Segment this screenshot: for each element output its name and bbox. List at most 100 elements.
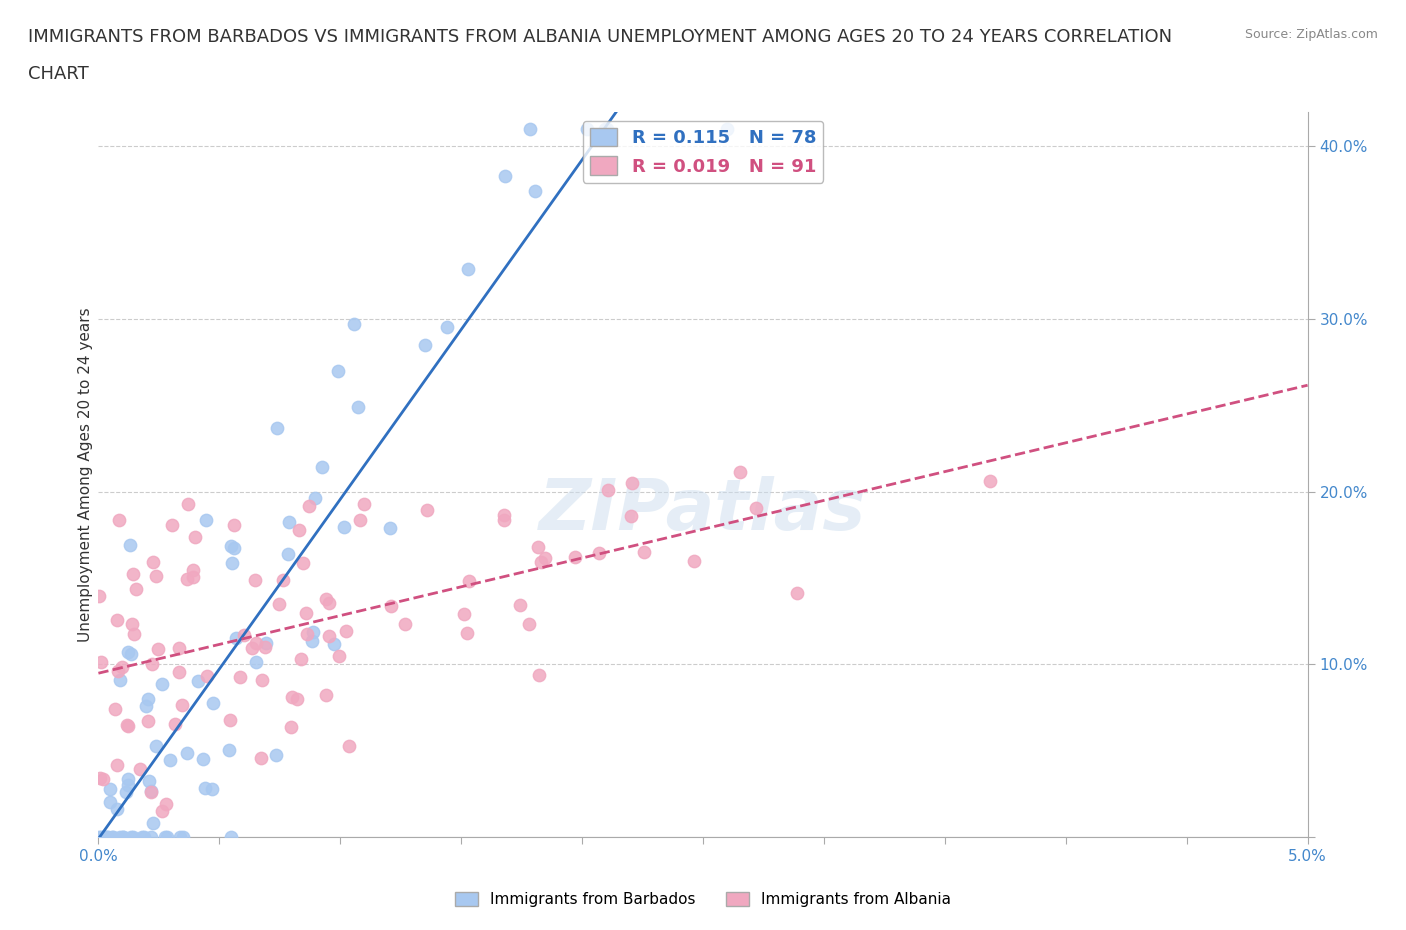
Text: IMMIGRANTS FROM BARBADOS VS IMMIGRANTS FROM ALBANIA UNEMPLOYMENT AMONG AGES 20 T: IMMIGRANTS FROM BARBADOS VS IMMIGRANTS F… [28, 28, 1173, 46]
Point [122, 830, 145, 844]
Point [145, 738, 167, 753]
Point [110, 830, 132, 844]
Point [120, 830, 142, 844]
Point [311, 459, 333, 474]
Point [110, 672, 132, 687]
Point [194, 781, 217, 796]
Point [457, 261, 479, 276]
Legend: Immigrants from Barbados, Immigrants from Albania: Immigrants from Barbados, Immigrants fro… [449, 885, 957, 913]
Point [288, 523, 311, 538]
Point [138, 773, 160, 788]
Point [564, 550, 586, 565]
Point [416, 502, 439, 517]
Point [337, 739, 360, 754]
Point [250, 672, 273, 687]
Point [302, 624, 325, 639]
Point [745, 500, 768, 515]
Point [159, 752, 181, 767]
Point [104, 702, 127, 717]
Point [318, 629, 340, 644]
Point [121, 617, 143, 631]
Point [271, 572, 294, 587]
Point [181, 569, 204, 584]
Point [494, 168, 516, 183]
Point [294, 605, 316, 620]
Point [121, 566, 143, 581]
Point [620, 509, 643, 524]
Point [117, 644, 139, 659]
Point [89, 771, 111, 786]
Point [346, 400, 368, 415]
Point [112, 830, 135, 844]
Point [114, 784, 136, 799]
Point [105, 802, 128, 817]
Point [152, 676, 174, 691]
Point [315, 688, 337, 703]
Point [598, 483, 620, 498]
Point [436, 320, 458, 335]
Point [105, 758, 128, 773]
Point [187, 673, 209, 688]
Point [716, 122, 738, 137]
Point [456, 626, 478, 641]
Point [240, 641, 263, 656]
Point [172, 830, 194, 844]
Point [453, 606, 475, 621]
Point [107, 664, 129, 679]
Point [285, 691, 308, 706]
Point [141, 554, 163, 569]
Point [117, 777, 139, 792]
Point [176, 572, 198, 587]
Point [380, 521, 402, 536]
Point [136, 713, 159, 728]
Point [138, 692, 160, 707]
Point [145, 568, 167, 583]
Point [291, 555, 314, 570]
Point [103, 830, 125, 844]
Point [254, 635, 277, 650]
Point [233, 628, 256, 643]
Point [101, 830, 124, 844]
Point [93, 830, 115, 844]
Point [267, 596, 290, 611]
Point [125, 582, 148, 597]
Point [332, 520, 354, 535]
Point [517, 617, 540, 631]
Point [170, 698, 193, 712]
Point [91, 772, 114, 787]
Point [155, 830, 177, 844]
Point [245, 636, 267, 651]
Point [218, 743, 240, 758]
Point [181, 563, 204, 578]
Point [134, 830, 156, 844]
Legend: R = 0.115   N = 78, R = 0.019   N = 91: R = 0.115 N = 78, R = 0.019 N = 91 [582, 121, 824, 183]
Point [633, 544, 655, 559]
Point [160, 518, 183, 533]
Point [129, 762, 152, 777]
Point [224, 540, 246, 555]
Point [225, 631, 247, 645]
Point [202, 696, 225, 711]
Point [527, 539, 550, 554]
Point [155, 796, 177, 811]
Point [193, 752, 215, 767]
Point [221, 555, 243, 570]
Point [315, 591, 337, 606]
Point [184, 530, 207, 545]
Point [621, 476, 644, 491]
Point [167, 664, 190, 679]
Point [135, 698, 157, 713]
Point [494, 513, 516, 528]
Point [201, 781, 224, 796]
Point [328, 364, 350, 379]
Point [530, 554, 553, 569]
Point [163, 716, 186, 731]
Point [322, 637, 344, 652]
Point [96, 830, 118, 844]
Point [219, 830, 242, 844]
Point [89, 830, 111, 844]
Point [90, 830, 112, 844]
Point [243, 573, 266, 588]
Point [394, 617, 416, 631]
Point [229, 670, 252, 684]
